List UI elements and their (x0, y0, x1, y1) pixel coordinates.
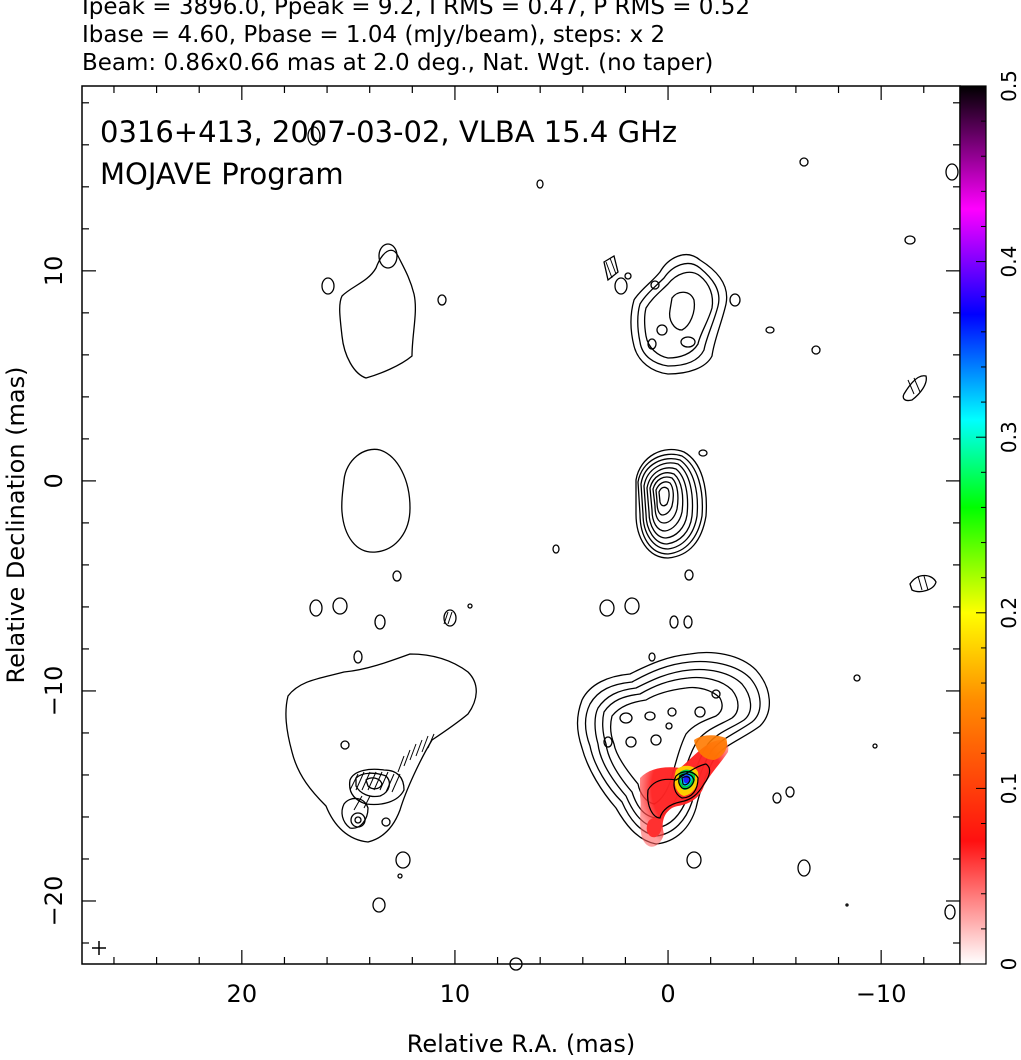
x-tick-label: −10 (856, 980, 907, 1008)
contour-bottom-left (285, 650, 477, 913)
y-tick-label: −20 (40, 876, 68, 927)
x-tick-label: 0 (660, 980, 675, 1008)
y-tick-label: 0 (40, 473, 68, 488)
x-ticks: 20 10 0 −10 (113, 86, 925, 1008)
contour-bottom-right (576, 651, 771, 869)
colorbar-tick-label: 0.4 (997, 246, 1021, 278)
polarization-vectors (349, 257, 929, 811)
chart-title: 0316+413, 2007-03-02, VLBA 15.4 GHz (100, 115, 677, 149)
x-axis-label: Relative R.A. (mas) (407, 1030, 635, 1058)
y-axis-label: Relative Declination (mas) (2, 366, 30, 683)
colorbar-tick-label: 0.1 (997, 772, 1021, 804)
contour-top-left (321, 243, 447, 379)
y-ticks: 10 0 −10 −20 (40, 102, 960, 944)
colorbar: 0 0.1 0.2 0.3 0.4 0.5 (959, 70, 1021, 970)
colorbar-tick-label: 0.5 (997, 70, 1021, 102)
colorbar-ticks: 0 0.1 0.2 0.3 0.4 0.5 (976, 70, 1021, 970)
header-line-1: Ipeak = 3896.0, Ppeak = 9.2, I RMS = 0.4… (82, 0, 751, 20)
colorbar-tick-label: 0 (997, 958, 1021, 971)
polarization-color-overlay (640, 735, 729, 847)
colorbar-tick-label: 0.3 (997, 421, 1021, 453)
chart-subtitle: MOJAVE Program (100, 157, 344, 191)
x-tick-label: 10 (440, 980, 471, 1008)
y-tick-label: 10 (40, 256, 68, 287)
x-tick-label: 20 (227, 980, 258, 1008)
contour-middle-left (309, 448, 473, 630)
contour-top-right (603, 254, 741, 375)
beam-marker (92, 941, 106, 955)
contour-middle-right-core (552, 448, 708, 629)
header-line-3: Beam: 0.86x0.66 mas at 2.0 deg., Nat. Wg… (82, 50, 714, 76)
header-line-2: Ibase = 4.60, Pbase = 1.04 (mJy/beam), s… (82, 22, 666, 48)
contour-noise (307, 126, 959, 971)
contours (285, 126, 959, 971)
plot-frame (81, 85, 961, 965)
colorbar-tick-label: 0.2 (997, 597, 1021, 629)
y-tick-label: −10 (40, 666, 68, 717)
